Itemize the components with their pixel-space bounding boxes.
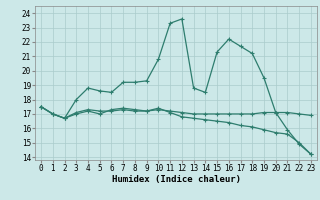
X-axis label: Humidex (Indice chaleur): Humidex (Indice chaleur)	[111, 175, 241, 184]
